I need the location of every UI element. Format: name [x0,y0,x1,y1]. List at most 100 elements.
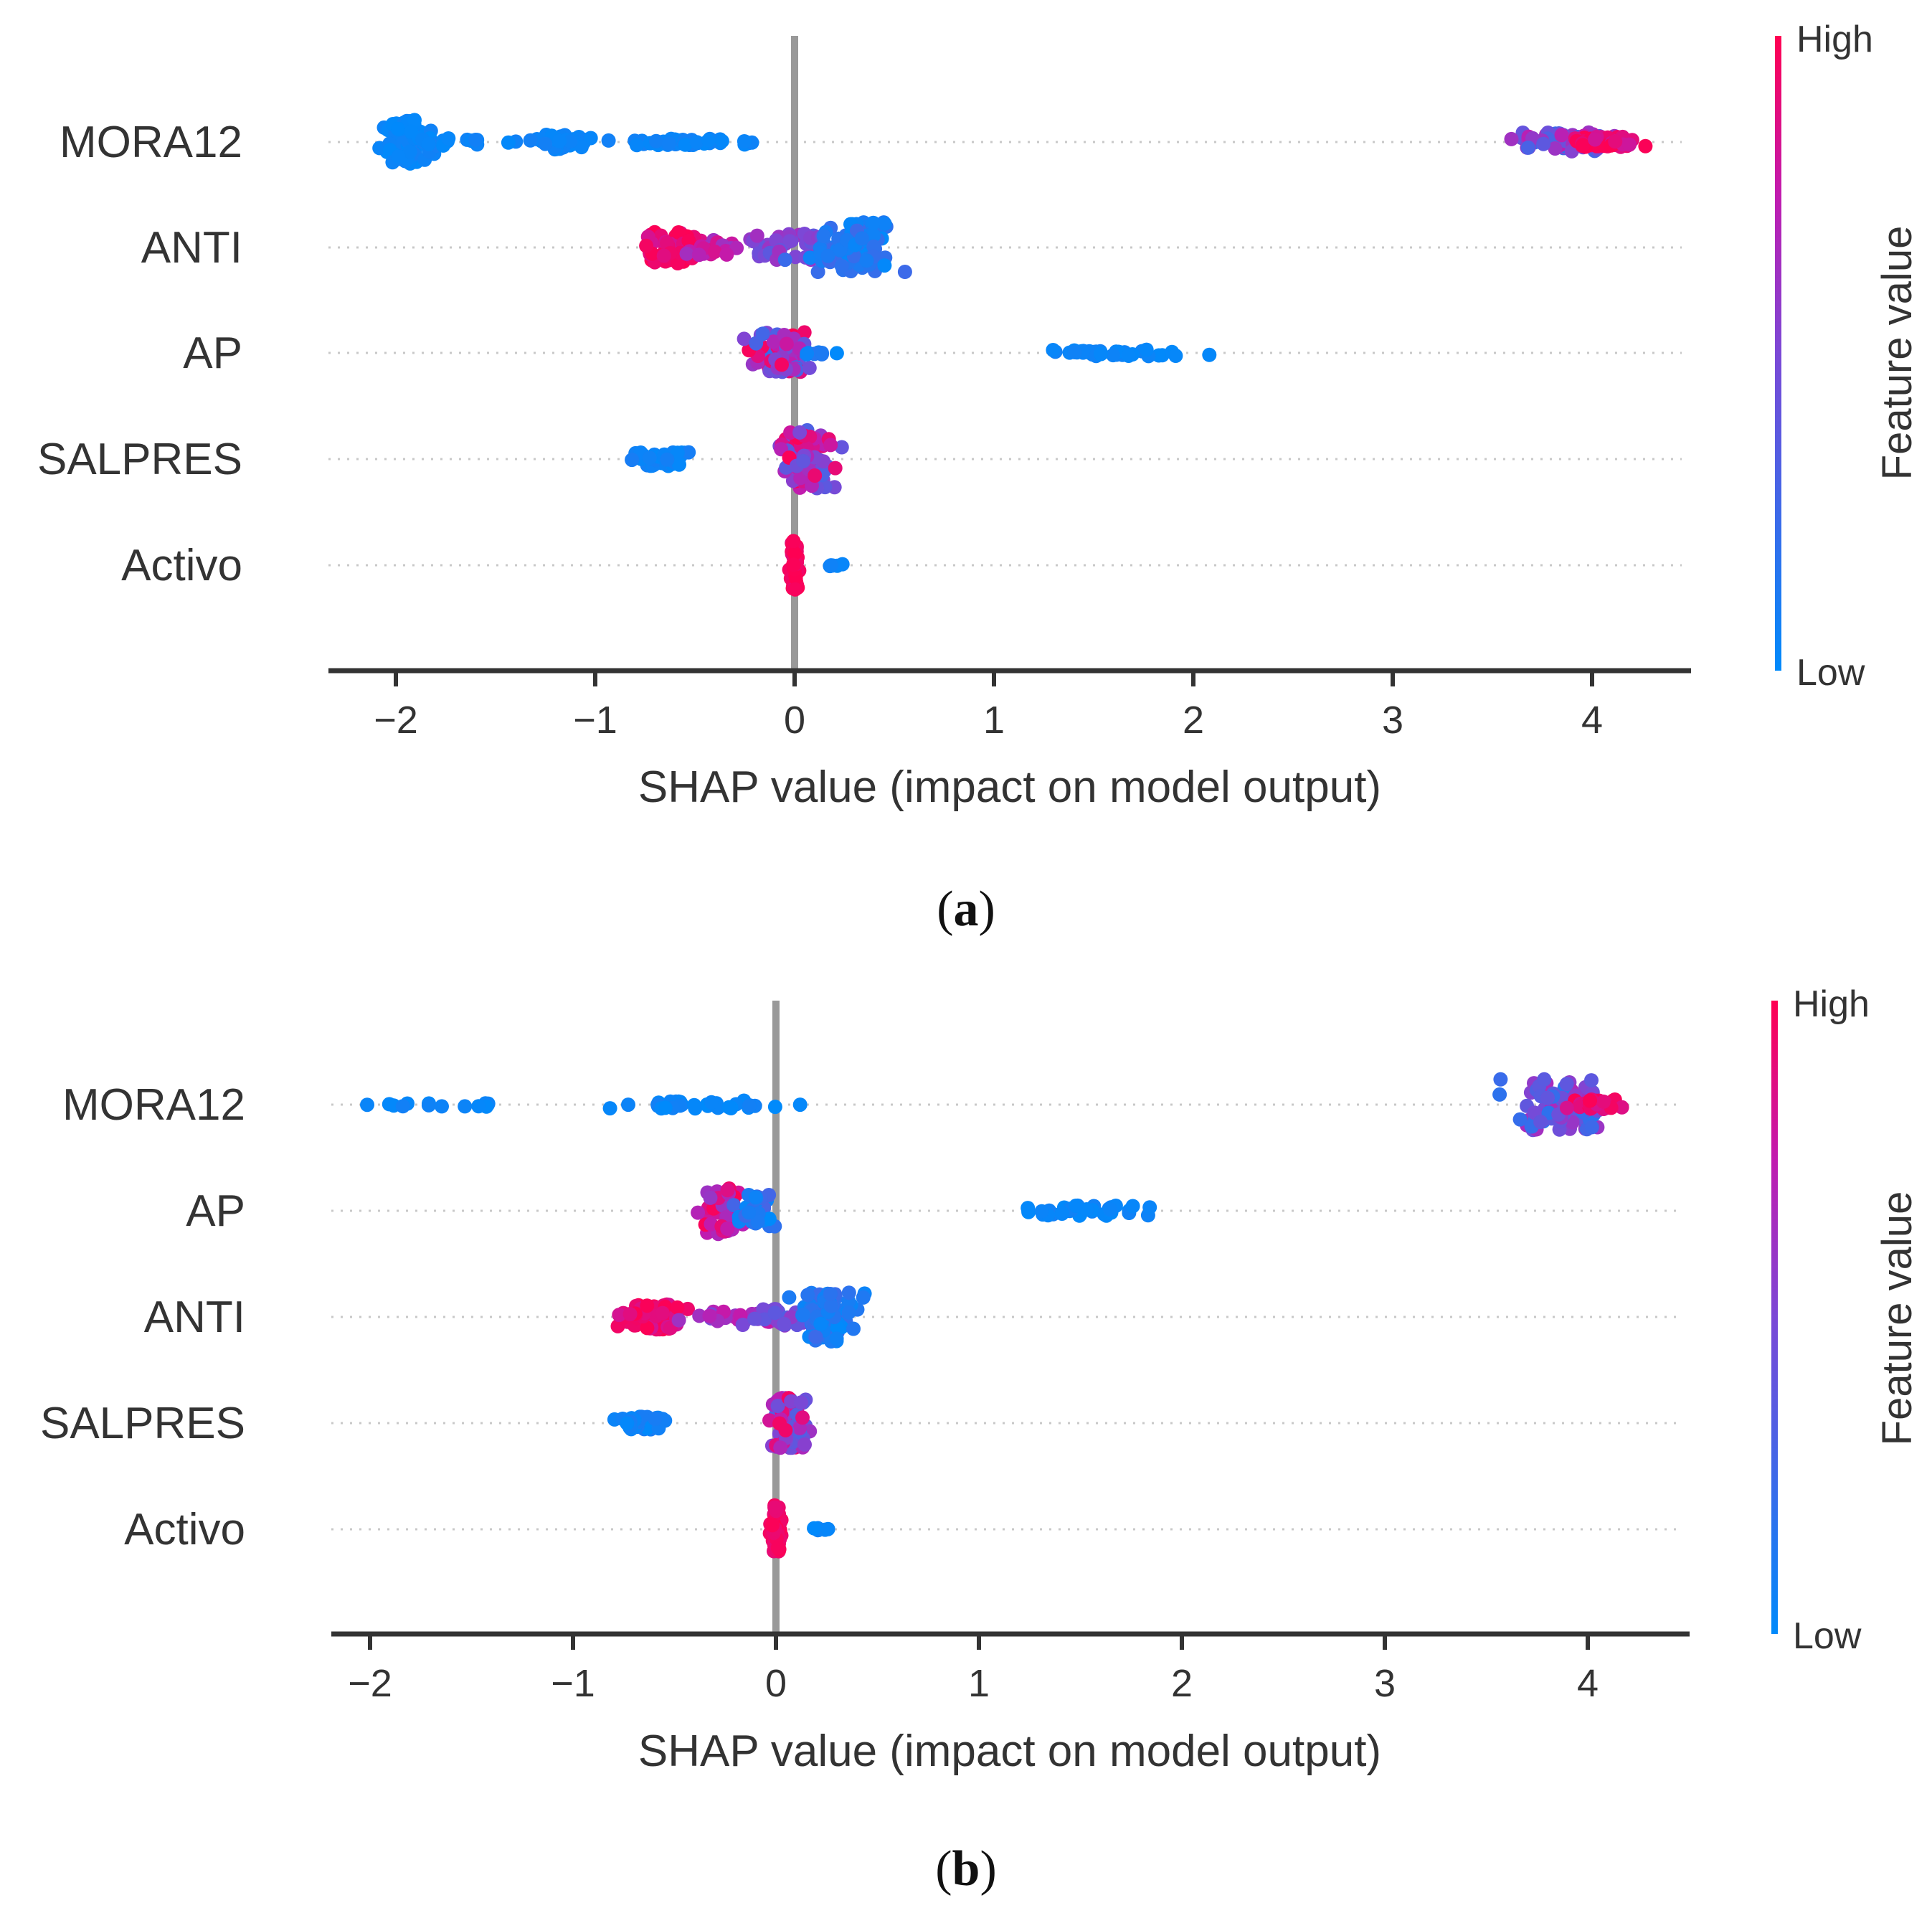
panel-b-point-mora12 [1584,1073,1599,1088]
panel-b-point-salpres [778,1422,793,1437]
panel-b-point-mora12 [767,1100,782,1115]
panel-a-point-ap [1168,349,1183,363]
panel-b-points [360,1072,1629,1559]
panel-a-feature-label-anti: ANTI [141,223,242,273]
panel-a-point-ap [829,346,844,361]
panel-a-point-anti [782,234,797,249]
panel-a-point-mora12 [629,138,644,153]
panel-a-colorbar-title: Feature value [1874,226,1921,481]
panel-a-point-mora12 [1520,140,1535,155]
panel-a-point-salpres [681,445,696,460]
panel-b-colorbar-title: Feature value [1874,1191,1921,1446]
panel-b-point-mora12 [421,1097,436,1113]
panel-b-point-anti [856,1290,871,1305]
panel-b-point-anti [777,1316,792,1331]
panel-b-point-anti [841,1285,856,1300]
panel-b-point-anti [692,1308,707,1323]
panel-a-colorbar-high: High [1796,19,1873,60]
panel-b-point-mora12 [435,1099,449,1114]
panel-b-point-anti [670,1300,685,1315]
panel-a-feature-label-activo: Activo [121,541,242,590]
panel-a-x-tick-label: 1 [983,699,1005,742]
panel-a-x-label: SHAP value (impact on model output) [638,762,1381,812]
panel-b-point-mora12 [1533,1115,1548,1130]
panel-b-point-anti [808,1329,823,1344]
panel-b-point-salpres [620,1416,635,1431]
panel-a-point-ap [1094,346,1109,361]
panel-a-x-tick-label: 2 [1183,699,1204,742]
panel-a-point-ap [737,331,752,346]
panel-b-feature-label-salpres: SALPRES [40,1399,245,1448]
panel-b-point-mora12 [1493,1072,1508,1087]
panel-a-point-anti [897,265,912,279]
panel-b-point-ap [1034,1204,1049,1219]
panel-b-chart: MORA12 AP ANTI SALPRES Activo −2 −1 0 1 2 3 4 SHAP… [40,983,1921,1897]
panel-b-point-mora12 [471,1099,486,1114]
panel-b-point-ap [691,1205,706,1220]
panel-a-point-ap [815,346,829,360]
panel-b-feature-label-mora12: MORA12 [62,1080,245,1130]
panel-a-feature-label-salpres: SALPRES [37,435,242,484]
panel-b-point-salpres [797,1437,812,1452]
panel-a-point-activo [786,557,801,572]
panel-a-point-salpres [660,452,675,467]
panel-a-point-salpres [642,450,657,466]
panel-a-point-activo [787,546,802,561]
panel-b-point-mora12 [1492,1087,1507,1102]
panel-a-x-tick-label: −2 [374,699,418,742]
panel-b-point-mora12 [360,1097,374,1113]
panel-a-point-anti [707,245,722,259]
panel-b-point-anti [782,1290,797,1305]
panel-b-point-ap [1054,1206,1069,1221]
panel-a-point-anti [834,258,849,273]
panel-a-point-mora12 [421,136,436,151]
panel-a-gridlines [328,141,1682,567]
panel-a-point-anti [820,248,835,263]
panel-a-point-salpres [670,445,685,461]
panel-b-point-mora12 [1614,1100,1629,1115]
panel-b-point-anti [846,1321,861,1336]
panel-b-point-activo [767,1500,782,1515]
panel-a-point-anti [639,238,654,253]
panel-b-point-mora12 [1537,1072,1552,1087]
panel-b-x-tick-label: 3 [1374,1662,1396,1705]
panel-b-colorbar-high: High [1793,983,1870,1025]
panel-b-feature-label-ap: AP [186,1186,245,1236]
panel-b-point-mora12 [1584,1120,1599,1135]
panel-a-point-ap [1121,349,1136,363]
panel-b-colorbar-gradient [1771,1001,1778,1634]
panel-b-point-salpres [794,1395,808,1410]
panel-a-point-anti [749,228,764,243]
panel-a-point-mora12 [501,135,516,150]
panel-b-point-mora12 [704,1095,719,1110]
panel-b-point-anti [795,1308,810,1322]
panel-a-point-mora12 [714,133,729,148]
panel-b-point-mora12 [721,1100,737,1115]
panel-b-point-salpres [773,1440,788,1455]
panel-b-point-salpres [795,1410,810,1425]
panel-a-point-mora12 [1504,131,1519,146]
panel-a-point-anti [877,216,892,231]
panel-a-point-mora12 [1548,141,1563,156]
panel-a-point-mora12 [1622,137,1637,152]
panel-b-point-mora12 [602,1101,617,1116]
panel-a-point-anti [810,265,825,279]
panel-b-point-anti [702,1308,717,1323]
panel-b-point-anti [829,1331,844,1346]
panel-a-point-ap [779,336,794,351]
panel-b-point-ap [726,1198,742,1213]
panel-b-feature-labels: MORA12 AP ANTI SALPRES Activo [40,1080,245,1554]
panel-b-point-mora12 [658,1100,673,1115]
panel-a-point-ap [755,326,770,341]
panel-a-point-mora12 [661,136,676,151]
panel-a-point-mora12 [648,133,663,148]
panel-b-point-ap [750,1214,765,1229]
panel-a-point-anti [719,247,734,262]
panel-a-point-mora12 [601,133,616,148]
panel-b-x-tick-label: 4 [1577,1662,1599,1705]
panel-a-point-mora12 [1536,136,1551,151]
panel-a-point-mora12 [1588,132,1603,147]
panel-b-point-anti [640,1321,655,1336]
panel-a-point-anti [802,250,818,265]
